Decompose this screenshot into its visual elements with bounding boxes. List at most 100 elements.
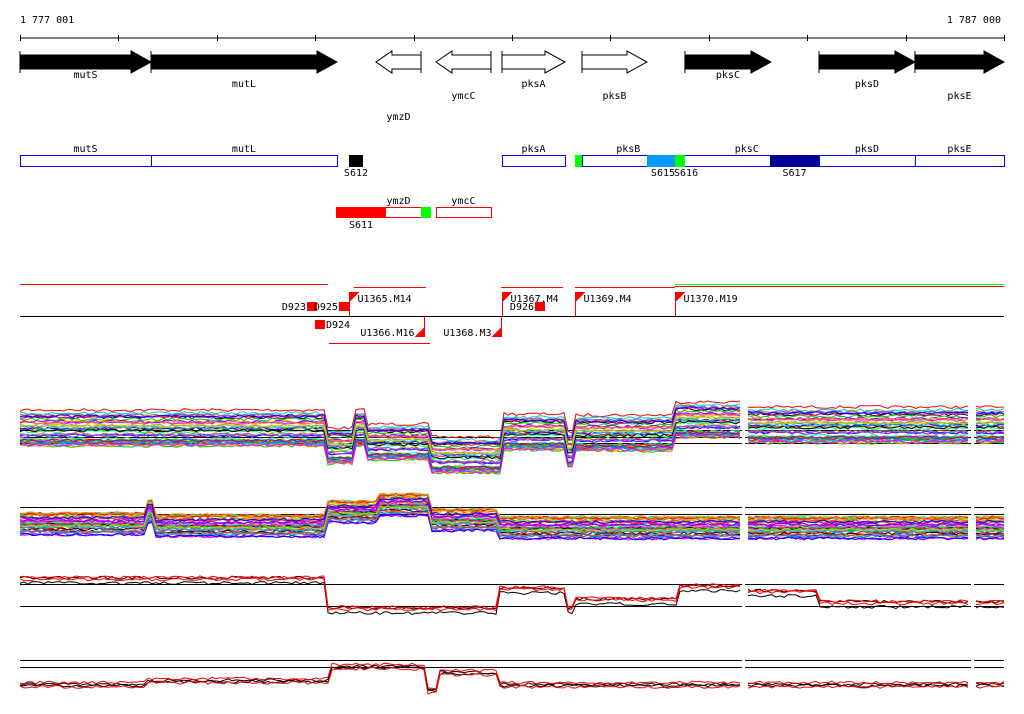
gene-label-pksE: pksE [947,91,971,102]
upshift-label: U1368.M3 [443,328,491,339]
gene-label-pksB: pksB [602,91,626,102]
segment-label-mutS: mutS [73,144,97,155]
downshift-block [535,302,546,311]
expression-panel-3 [19,575,1005,616]
expression-plots [19,400,1005,700]
reverse-segment-track: ymzD ymcC S611 [335,196,492,231]
downshift-label: D924 [326,320,350,331]
gene-label-pksC: pksC [716,70,740,81]
upshift-flag-icon [675,292,686,302]
upshift-label: U1370.M19 [684,294,738,305]
expression-line [19,662,1005,690]
gene-arrow-pksD [818,50,916,74]
plot-gap [742,400,745,700]
upshift-label: U1369.M4 [584,294,632,305]
expression-line [19,496,1005,524]
reverse-label-ymcC: ymcC [451,196,475,207]
segment-label-pksD: pksD [855,144,879,155]
downshift-block [307,302,318,311]
upshift-label: U1366.M16 [360,328,414,339]
plot-gap [971,400,974,700]
downshift-block [338,302,349,311]
expression-line [19,666,1005,695]
reverse-block-label: S611 [349,220,373,231]
expression-line [19,400,1005,439]
segment-block [675,155,685,167]
gene-arrow-mutS [19,50,153,74]
expression-panel-1 [19,400,1005,475]
upshift-flag-icon [502,292,513,302]
forward-segment-track: mutS mutL pksA pksB pksC pksD pksE S612 S615 S616… [20,144,1005,179]
gene-arrow-pksA [501,50,567,74]
gene-arrow-ymzD [375,50,422,74]
expression-line [20,406,1005,445]
expression-line [19,577,1005,612]
gene-arrow-pksE [914,50,1006,74]
expression-line [19,502,1005,530]
gene-label-ymcC: ymcC [451,91,475,102]
expression-line [19,432,1005,472]
segment-label-pksC: pksC [735,144,759,155]
upshift-label: U1365.M14 [358,294,412,305]
segment-block-label: S615 [651,168,675,179]
segment-label-pksB: pksB [616,144,640,155]
expression-line [19,492,1005,520]
coordinate-ruler [20,35,1005,41]
gene-label-ymzD: ymzD [386,112,410,123]
upshift-flag-icon [491,327,502,337]
segment-box-mutS [20,155,152,167]
expression-line [19,505,1005,532]
expression-line [19,430,1005,470]
gene-label-pksA: pksA [521,79,545,90]
reverse-box-ymcC [435,207,492,218]
segment-block-label: S612 [344,168,368,179]
segment-box-pksA [502,155,566,167]
gene-arrow-ymcC [435,50,492,74]
segment-label-mutL: mutL [232,144,256,155]
expression-line [19,412,1005,451]
expression-line [19,510,1005,537]
gene-arrow-mutL [150,50,339,74]
expression-line [19,434,1005,474]
expression-panel-2 [19,492,1005,541]
ruler-start-label: 1 777 001 [20,15,74,26]
transcript-track: U1365.M14 U1366.M16 U1367.M4 U1368.M3 U1369.… [20,284,1004,344]
gene-arrow-pksC [684,50,773,74]
segment-label-pksE: pksE [947,144,971,155]
gene-label-pksD: pksD [855,79,879,90]
reverse-block [335,207,386,218]
expression-line [19,493,1005,521]
expression-line [19,415,1005,455]
downshift-label: D923 [282,302,306,313]
gene-arrow-pksB [581,50,649,74]
reverse-block [421,207,431,218]
gene-label-mutS: mutS [73,70,97,81]
ruler-end-label: 1 787 000 [947,15,1001,26]
expression-line [20,513,1005,541]
expression-line [19,499,1005,527]
upshift-label: U1367.M4 [511,294,559,305]
downshift-block [314,320,325,329]
segment-label-pksA: pksA [521,144,545,155]
expression-line [19,581,1005,616]
expression-line [19,430,1005,470]
segment-block [769,155,819,167]
segment-block-label: S616 [674,168,698,179]
upshift-flag-icon [414,327,425,337]
segment-block [348,155,363,167]
expression-line [19,424,1005,464]
segment-block [646,155,676,167]
segment-box-pksD [818,155,916,167]
reverse-label-ymzD: ymzD [386,196,410,207]
segment-box-pksE [914,155,1005,167]
downshift-label: D926 [510,302,534,313]
gene-track: mutS mutL ymzD ymcC pksA pksB pksC pksD pksE [19,50,1006,123]
upshift-flag-icon [349,292,360,302]
segment-block-label: S617 [782,168,806,179]
downshift-label: D925 [314,302,338,313]
expression-line [19,506,1005,534]
gene-label-mutL: mutL [232,79,256,90]
segment-block [575,155,583,167]
segment-box-mutL [150,155,338,167]
